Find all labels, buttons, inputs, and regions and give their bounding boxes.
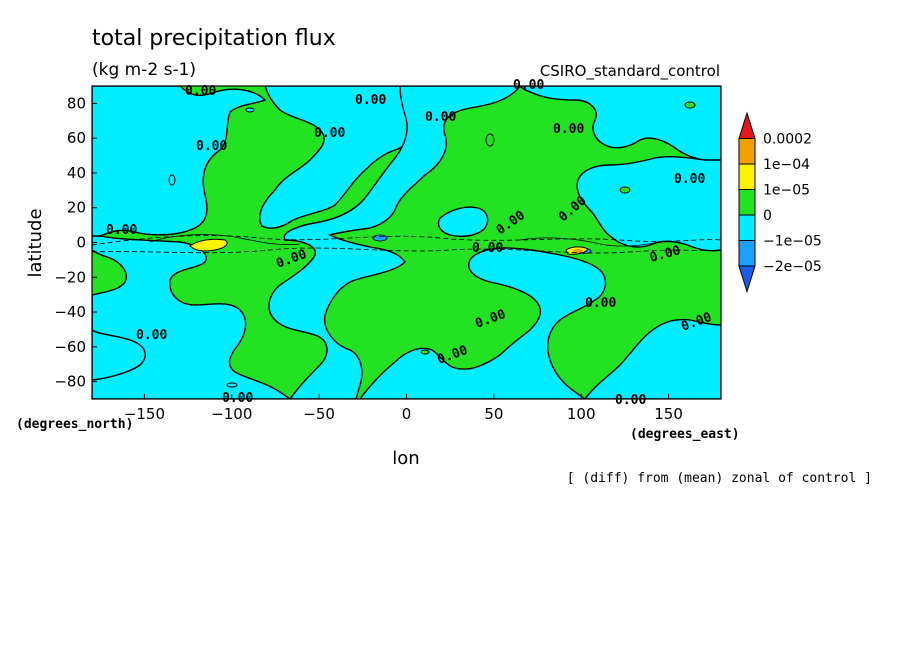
region-negative <box>92 295 146 381</box>
y-tick-label: 40 <box>67 164 86 182</box>
colorbar-swatch <box>738 163 756 190</box>
colorbar-label: 1e−05 <box>763 183 810 199</box>
colorbar-swatch <box>738 265 756 294</box>
y-tick-label: 20 <box>67 199 86 217</box>
x-tick-label: 50 <box>484 405 503 423</box>
colorbar-label: 1e−04 <box>763 157 810 173</box>
region-negative <box>584 318 721 399</box>
region-negative <box>359 247 607 399</box>
solid-contour <box>149 234 301 245</box>
region-negative <box>92 149 221 237</box>
colorbar-label: 0.0002 <box>763 132 812 148</box>
x-tick-label: 100 <box>567 405 596 423</box>
contour-label: 0.00 <box>314 126 345 141</box>
contour-label: 0.00 <box>472 241 503 256</box>
region-strong-negative <box>372 234 388 242</box>
contour-label: 0.00 <box>196 139 227 154</box>
contour-label: 0.00 <box>136 328 167 343</box>
footnote: [ (diff) from (mean) zonal of control ] <box>567 471 872 486</box>
x-tick-label: −100 <box>211 405 252 423</box>
colorbar-label: 0 <box>763 208 772 224</box>
colorbar-swatch <box>738 189 756 216</box>
region-positive-peak <box>573 249 583 253</box>
y-tick-label: −20 <box>54 268 86 286</box>
contour-label: 0.00 <box>106 223 137 238</box>
dashed-contour <box>92 247 721 254</box>
colorbar-label: −2e−05 <box>763 259 822 275</box>
y-tick-label: −40 <box>54 303 86 321</box>
y-tick-label: 60 <box>67 129 86 147</box>
contour-island <box>619 186 631 194</box>
contour-label: 0.00 <box>355 93 386 108</box>
solid-contour <box>519 237 661 247</box>
contour-field <box>92 86 721 399</box>
colorbar-swatch <box>738 111 756 139</box>
dataset-label: CSIRO_standard_control <box>540 62 720 81</box>
dashed-contour <box>92 235 721 246</box>
contour-label: 0.00 <box>222 391 253 406</box>
x-axis: −150 −100 −50 0 50 100 150 <box>124 394 683 423</box>
x-tick-label: 150 <box>654 405 683 423</box>
colorbar-swatch <box>738 214 756 241</box>
contour-label: 0.00 <box>585 296 616 311</box>
contour-island <box>684 101 696 109</box>
contour-label: 0.00 <box>185 84 216 99</box>
x-axis-units: (degrees_east) <box>630 427 740 442</box>
y-tick-label: −80 <box>54 373 86 391</box>
contour-label: 0.00 <box>553 122 584 137</box>
contour-label: 0.00 <box>425 110 456 125</box>
region-positive-high <box>189 238 228 252</box>
y-tick-label: −60 <box>54 338 86 356</box>
contour-label: 0.00 <box>615 393 646 408</box>
x-tick-label: −150 <box>124 405 165 423</box>
contour-island <box>485 133 495 147</box>
region-negative <box>519 86 721 162</box>
x-tick-label: −50 <box>303 405 335 423</box>
chart-title: total precipitation flux <box>92 26 336 51</box>
y-axis-label: latitude <box>25 208 46 277</box>
y-tick-label: 0 <box>76 234 86 252</box>
region-negative <box>92 235 292 399</box>
contour-label: 0.00 <box>513 78 544 93</box>
colorbar-swatch <box>738 240 756 267</box>
x-tick-label: 0 <box>402 405 412 423</box>
region-negative <box>268 86 521 399</box>
contour-island <box>168 174 176 186</box>
contour-island <box>245 107 255 113</box>
y-axis: 80 60 40 20 0 −20 −40 −60 −80 <box>54 94 97 391</box>
y-tick-label: 80 <box>67 94 86 112</box>
contour-label: 0.00 <box>674 172 705 187</box>
colorbar: 0.0002 1e−04 1e−05 0 −1e−05 −2e−05 <box>738 111 822 294</box>
chart-units: (kg m-2 s-1) <box>92 60 196 80</box>
colorbar-swatch <box>738 138 756 165</box>
colorbar-label: −1e−05 <box>763 234 822 250</box>
x-axis-label: lon <box>392 448 419 469</box>
region-negative <box>576 156 721 252</box>
contour-island <box>420 349 430 355</box>
contour-island <box>226 382 238 388</box>
region-negative <box>437 206 489 237</box>
y-axis-units: (degrees_north) <box>16 417 133 432</box>
